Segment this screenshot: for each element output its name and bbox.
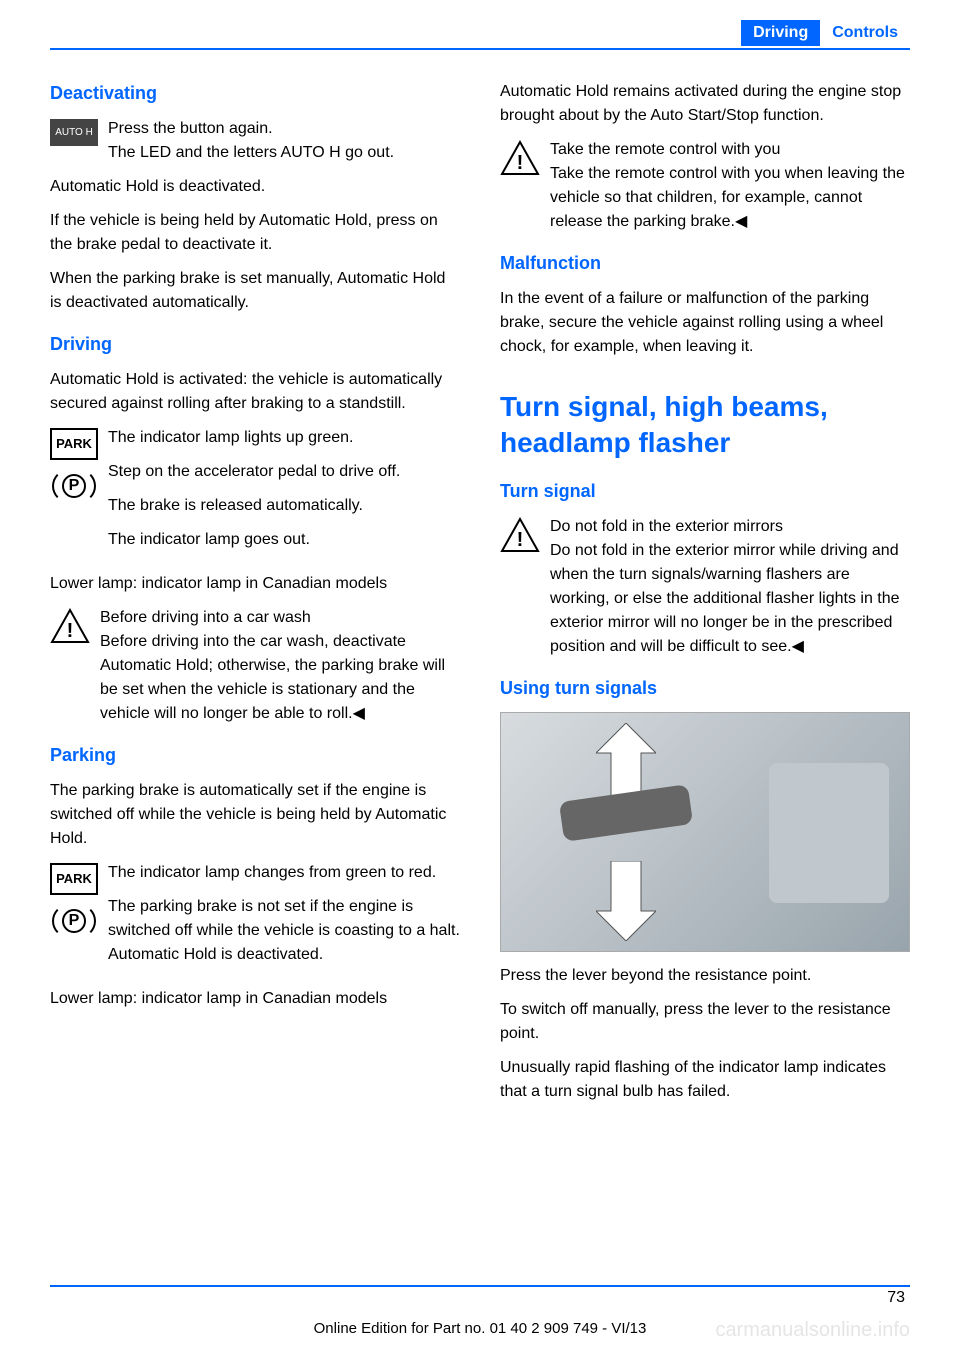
- deactivating-p2: The LED and the letters AUTO H go out.: [108, 144, 394, 161]
- driving-warn1: Before driving into a car wash: [100, 609, 311, 626]
- mirror-warning: ! Do not fold in the exterior mirrors Do…: [500, 515, 910, 659]
- lamp-icons: PARK P: [50, 428, 98, 506]
- heading-using-turn-signals: Using turn signals: [500, 675, 910, 702]
- warning-icon-3: !: [500, 517, 540, 553]
- deactivating-p5: When the parking brake is set manually, …: [50, 267, 460, 315]
- parking-p4: Lower lamp: indicator lamp in Canadian m…: [50, 987, 460, 1011]
- turn-warn1: Do not fold in the exterior mirrors: [550, 518, 783, 535]
- remote-warning-text: Take the remote control with you Take th…: [550, 138, 910, 234]
- driving-p3: Step on the accelerator pedal to drive o…: [108, 460, 460, 484]
- car-wash-warning: ! Before driving into a car wash Before …: [50, 606, 460, 726]
- park-icon: PARK: [50, 428, 98, 460]
- parking-lamp-block: PARK P The indicator lamp changes from g…: [50, 861, 460, 977]
- driving-p2: The indicator lamp lights up green.: [108, 426, 460, 450]
- main-content: Deactivating AUTO H Press the button aga…: [50, 80, 910, 1114]
- svg-text:!: !: [517, 152, 524, 174]
- turn-signal-image: [500, 712, 910, 952]
- page-number: 73: [887, 1289, 905, 1307]
- header: Driving Controls: [741, 20, 910, 46]
- heading-malfunction: Malfunction: [500, 250, 910, 277]
- p-circle-icon-2: P: [54, 901, 94, 941]
- parking-lamp-icons: PARK P: [50, 863, 98, 941]
- top-p1: Automatic Hold remains activated during …: [500, 80, 910, 128]
- deactivating-p1: Press the button again.: [108, 120, 273, 137]
- parking-p1: The parking brake is automatically set i…: [50, 779, 460, 851]
- footer-divider: [50, 1285, 910, 1287]
- deactivating-p4: If the vehicle is being held by Automati…: [50, 209, 460, 257]
- malfunction-p1: In the event of a failure or malfunction…: [500, 287, 910, 359]
- p-circle-icon: P: [54, 466, 94, 506]
- deactivating-block: AUTO H Press the button again. The LED a…: [50, 117, 460, 165]
- header-section-controls: Controls: [820, 20, 910, 46]
- driving-p4: The brake is released automatically.: [108, 494, 460, 518]
- panel-graphic: [769, 763, 889, 903]
- header-divider: [50, 48, 910, 50]
- driving-p5: The indicator lamp goes out.: [108, 528, 460, 552]
- mirror-warning-text: Do not fold in the exterior mirrors Do n…: [550, 515, 910, 659]
- car-wash-text: Before driving into a car wash Before dr…: [100, 606, 460, 726]
- right-column: Automatic Hold remains activated during …: [500, 80, 910, 1114]
- watermark: carmanualsonline.info: [715, 1319, 910, 1342]
- deactivating-p3: Automatic Hold is deactivated.: [50, 175, 460, 199]
- heading-turn-signal: Turn signal: [500, 478, 910, 505]
- driving-lamp-text: The indicator lamp lights up green. Step…: [108, 426, 460, 562]
- parking-lamp-text: The indicator lamp changes from green to…: [108, 861, 460, 977]
- lever-graphic: [559, 784, 693, 842]
- header-section-driving: Driving: [741, 20, 820, 46]
- heading-turn-signal-main: Turn signal, high beams, headlamp flashe…: [500, 389, 910, 462]
- heading-deactivating: Deactivating: [50, 80, 460, 107]
- driving-p1: Automatic Hold is activated: the vehicle…: [50, 368, 460, 416]
- autoh-icon: AUTO H: [50, 119, 98, 146]
- turn-warn2: Do not fold in the exterior mirror while…: [550, 542, 900, 655]
- warning-icon: !: [50, 608, 90, 644]
- arrow-down-icon: [596, 861, 656, 941]
- svg-text:!: !: [67, 620, 74, 642]
- left-column: Deactivating AUTO H Press the button aga…: [50, 80, 460, 1114]
- driving-p6: Lower lamp: indicator lamp in Canadian m…: [50, 572, 460, 596]
- top-warn1: Take the remote control with you: [550, 141, 780, 158]
- top-warn2: Take the remote control with you when le…: [550, 165, 905, 230]
- deactivating-text: Press the button again. The LED and the …: [108, 117, 460, 165]
- using-p2: To switch off manually, press the lever …: [500, 998, 910, 1046]
- heading-driving: Driving: [50, 331, 460, 358]
- heading-parking: Parking: [50, 742, 460, 769]
- using-p3: Unusually rapid flashing of the indicato…: [500, 1056, 910, 1104]
- remote-warning: ! Take the remote control with you Take …: [500, 138, 910, 234]
- driving-warn2: Before driving into the car wash, deacti…: [100, 633, 445, 722]
- parking-p3: The parking brake is not set if the engi…: [108, 895, 460, 967]
- driving-lamp-block: PARK P The indicator lamp lights up gree…: [50, 426, 460, 562]
- park-icon-2: PARK: [50, 863, 98, 895]
- parking-p2: The indicator lamp changes from green to…: [108, 861, 460, 885]
- using-p1: Press the lever beyond the resistance po…: [500, 964, 910, 988]
- svg-text:!: !: [517, 529, 524, 551]
- warning-icon-2: !: [500, 140, 540, 176]
